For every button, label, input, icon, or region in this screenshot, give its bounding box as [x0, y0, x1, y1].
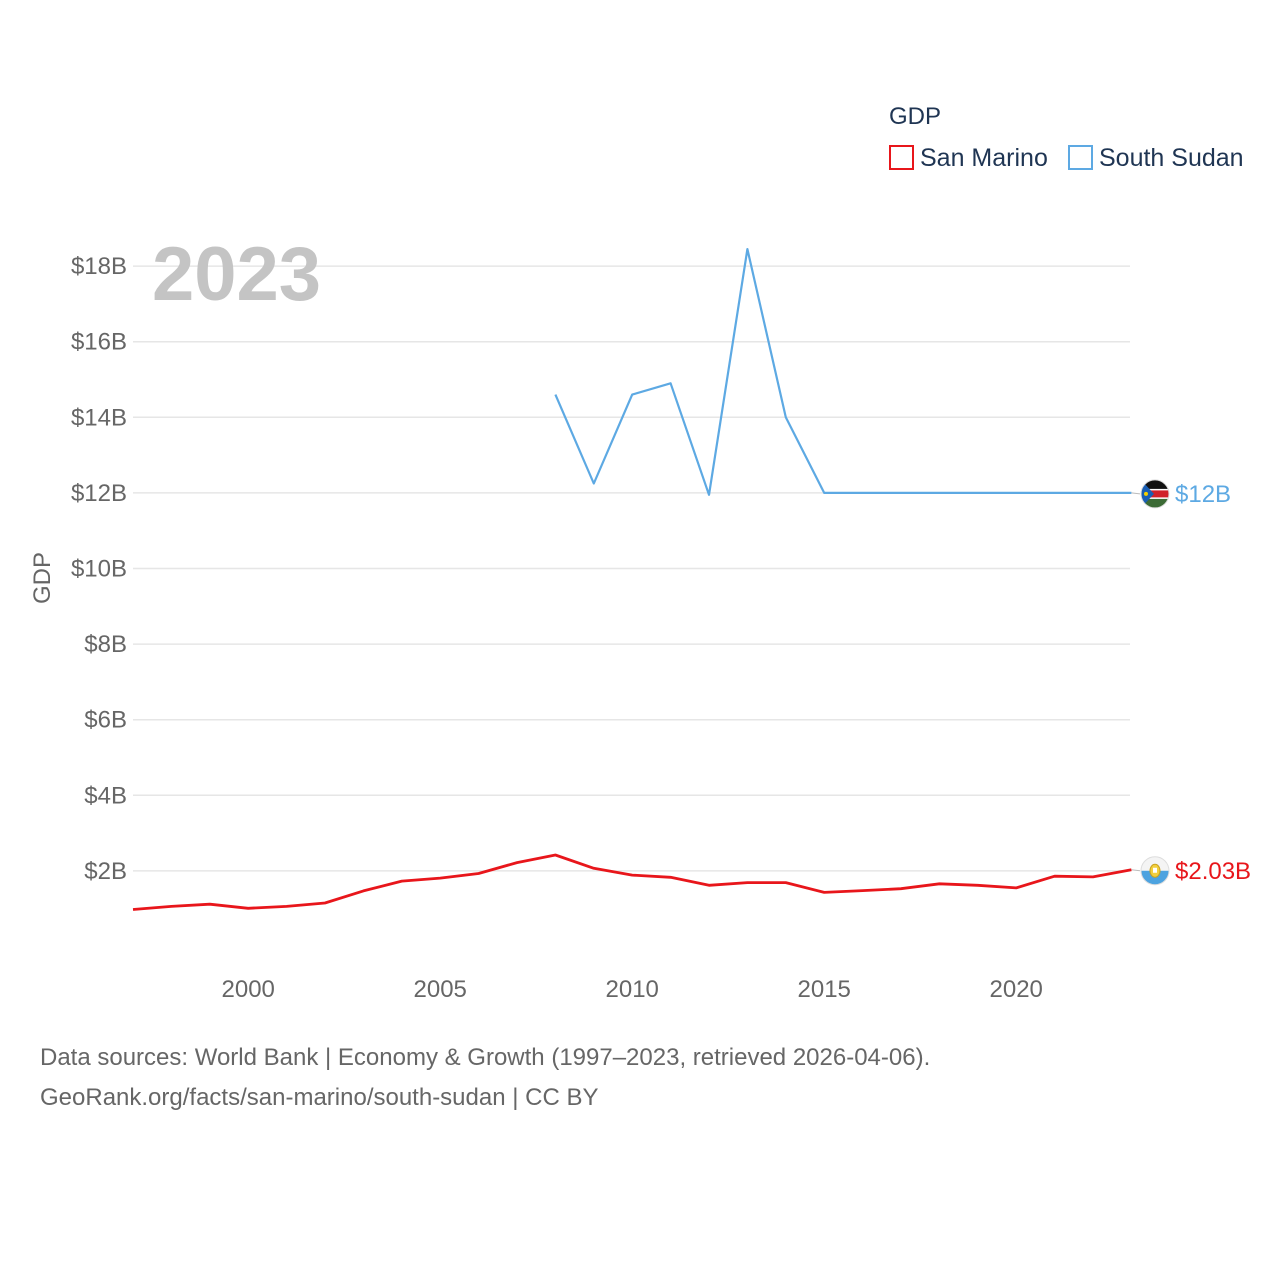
y-axis-ticks: $2B $4B $6B $8B $10B $12B $14B $16B $18B: [71, 253, 127, 885]
x-tick-label: 2010: [606, 976, 659, 1003]
legend-label-san-marino: San Marino: [920, 144, 1048, 172]
x-tick-label: 2000: [222, 976, 275, 1003]
gridlines: [133, 265, 1130, 872]
series-end-markers: $2.03B $12B: [1131, 479, 1251, 886]
year-label: 2023: [152, 232, 321, 317]
y-axis-title: GDP: [29, 552, 56, 604]
end-value-label-san-marino: $2.03B: [1175, 858, 1251, 885]
y-tick-label: $16B: [71, 329, 127, 356]
series-line-san-marino: [132, 853, 1132, 911]
gdp-line-chart: $2B$4B$6B$8B$10B$12B$14B$16B$18B 2000 200…: [29, 103, 1251, 1003]
legend-swatch-san-marino: [889, 145, 914, 170]
series-lines: [132, 248, 1132, 911]
end-value-label-south-sudan: $12B: [1175, 481, 1231, 508]
legend-swatch-south-sudan: [1068, 145, 1093, 170]
y-tick-label: $18B: [71, 253, 127, 280]
legend-label-south-sudan: South Sudan: [1099, 144, 1244, 172]
y-tick-label: $4B: [84, 782, 127, 809]
x-axis-ticks: 2000 2005 2010 2015 2020: [222, 976, 1043, 1003]
legend-title: GDP: [889, 103, 941, 130]
legend: GDP San Marino South Sudan: [889, 103, 1244, 172]
y-tick-label: $12B: [71, 480, 127, 507]
y-tick-label: $6B: [84, 707, 127, 734]
y-tick-label: $2B: [84, 858, 127, 885]
y-tick-label: $14B: [71, 404, 127, 431]
flag-icon-san-marino: [1140, 856, 1170, 886]
x-tick-label: 2015: [798, 976, 851, 1003]
x-tick-label: 2020: [990, 976, 1043, 1003]
legend-item-san-marino[interactable]: San Marino: [889, 144, 1048, 172]
flag-icon-south-sudan: [1140, 479, 1170, 509]
y-tick-label: $8B: [84, 631, 127, 658]
footer-sources: Data sources: World Bank | Economy & Gro…: [40, 1044, 931, 1071]
legend-item-south-sudan[interactable]: South Sudan: [1068, 144, 1244, 172]
series-line-south-sudan: [554, 248, 1132, 496]
y-tick-label: $10B: [71, 556, 127, 583]
end-connector-south-sudan: [1131, 492, 1141, 495]
x-tick-label: 2005: [414, 976, 467, 1003]
end-connector-san-marino: [1131, 869, 1141, 872]
footer-link: GeoRank.org/facts/san-marino/south-sudan…: [40, 1084, 599, 1111]
